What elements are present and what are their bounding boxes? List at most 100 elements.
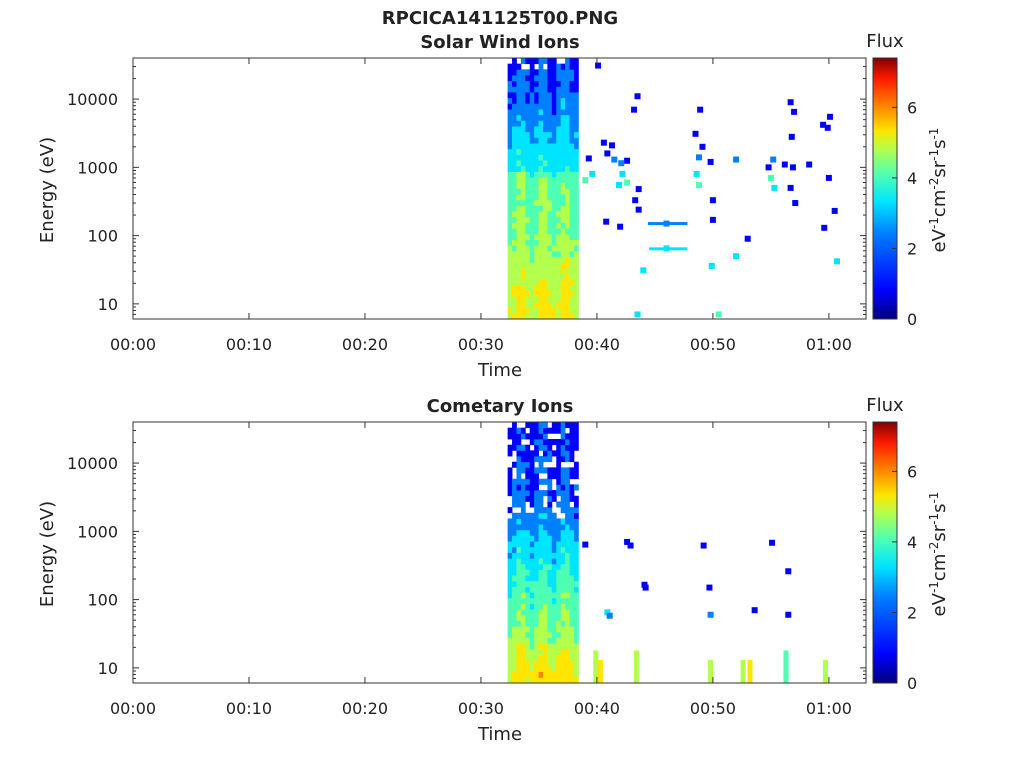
- heatmap-cell: [551, 143, 557, 150]
- heatmap-cell: [569, 301, 575, 309]
- heatmap-cell: [556, 614, 562, 621]
- heatmap-cell: [516, 86, 522, 93]
- heatmap-cell: [569, 637, 575, 644]
- heatmap-cell: [556, 126, 562, 133]
- heatmap-cell: [573, 126, 579, 133]
- heatmap-cell: [556, 222, 562, 229]
- heatmap-cell: [569, 592, 575, 599]
- heatmap-cell: [534, 307, 539, 314]
- heatmap-cell: [534, 552, 539, 559]
- heatmap-cell: [569, 256, 575, 263]
- heatmap-cell: [520, 456, 526, 463]
- heatmap-cell: [538, 143, 544, 150]
- heatmap-cell: [512, 194, 517, 201]
- heatmap-cell: [512, 580, 517, 587]
- heatmap-cell: [520, 80, 526, 87]
- x-tick-label: 00:40: [574, 699, 620, 718]
- heatmap-cell: [573, 586, 579, 593]
- heatmap-cell: [751, 607, 758, 614]
- heatmap-segment: [649, 247, 688, 251]
- heatmap-cell: [534, 188, 539, 195]
- heatmap-cell: [512, 501, 517, 508]
- heatmap-cell: [560, 592, 566, 599]
- heatmap-cell: [512, 182, 517, 189]
- heatmap-cell: [512, 86, 517, 93]
- heatmap-cell: [551, 614, 557, 621]
- heatmap-cell: [547, 609, 553, 616]
- heatmap-cell: [520, 535, 526, 542]
- heatmap-cell: [534, 671, 539, 678]
- heatmap-cell: [512, 148, 517, 155]
- heatmap-cell: [635, 206, 642, 213]
- heatmap-cell: [573, 671, 579, 678]
- heatmap-cell: [569, 484, 575, 491]
- heatmap-cell: [565, 165, 570, 172]
- heatmap-cell: [512, 671, 517, 678]
- heatmap-cell: [529, 535, 535, 542]
- heatmap-cell: [556, 63, 562, 70]
- heatmap-cell: [551, 160, 557, 167]
- heatmap-cell: [569, 427, 575, 434]
- heatmap-cell: [697, 106, 704, 113]
- heatmap-cell: [551, 58, 557, 65]
- heatmap-cell: [538, 165, 544, 172]
- heatmap-cell: [538, 313, 544, 320]
- heatmap-cell: [573, 267, 579, 274]
- heatmap-cell: [529, 427, 535, 434]
- heatmap-cell: [534, 69, 539, 76]
- heatmap-cell: [525, 563, 531, 570]
- heatmap-cell: [534, 524, 539, 531]
- heatmap-cell: [547, 216, 553, 223]
- heatmap-cell: [520, 126, 526, 133]
- heatmap-cell: [516, 467, 522, 474]
- heatmap-cell: [525, 154, 531, 161]
- heatmap-cell: [565, 250, 570, 257]
- y-tick-label: 10: [98, 659, 118, 678]
- heatmap-cell: [547, 665, 553, 673]
- heatmap-cell: [516, 569, 522, 576]
- heatmap-cell: [525, 245, 531, 252]
- heatmap-cell: [560, 279, 566, 286]
- heatmap-cell: [538, 575, 544, 582]
- heatmap-cell: [560, 484, 566, 491]
- heatmap-cell: [534, 467, 539, 474]
- heatmap-cell: [538, 558, 544, 565]
- heatmap-cell: [520, 92, 526, 99]
- heatmap-cell: [560, 654, 566, 661]
- heatmap-cell: [542, 597, 548, 604]
- heatmap-cell: [547, 592, 553, 599]
- heatmap-cell: [538, 233, 544, 240]
- heatmap-cell: [507, 609, 513, 616]
- heatmap-cell: [529, 518, 535, 525]
- heatmap-cell: [569, 69, 575, 76]
- heatmap-cell: [560, 614, 566, 621]
- heatmap-cell: [560, 541, 566, 548]
- heatmap-cell: [529, 245, 535, 252]
- heatmap-cell: [542, 114, 548, 121]
- heatmap-cell: [512, 131, 517, 138]
- heatmap-cell: [525, 171, 531, 178]
- heatmap-cell: [516, 620, 522, 627]
- heatmap-cell: [538, 495, 544, 502]
- heatmap-cell: [520, 256, 526, 263]
- heatmap-cell: [538, 273, 544, 280]
- heatmap-cell: [604, 150, 611, 157]
- heatmap-cell: [551, 535, 557, 542]
- heatmap-cell: [520, 228, 526, 235]
- heatmap-cell: [547, 205, 553, 212]
- heatmap-cell: [569, 620, 575, 627]
- heatmap-bar: [822, 660, 828, 683]
- heatmap-cell: [551, 597, 557, 604]
- heatmap-cell: [551, 97, 557, 104]
- heatmap-cell: [569, 626, 575, 633]
- heatmap-cell: [512, 614, 517, 621]
- heatmap-cell: [520, 592, 526, 599]
- heatmap-cell: [820, 121, 827, 128]
- heatmap-cell: [529, 194, 535, 201]
- heatmap-cell: [538, 171, 544, 178]
- x-tick-label: 00:00: [110, 335, 156, 354]
- heatmap-cell: [525, 86, 531, 93]
- heatmap-cell: [516, 665, 522, 673]
- heatmap-cell: [560, 143, 566, 150]
